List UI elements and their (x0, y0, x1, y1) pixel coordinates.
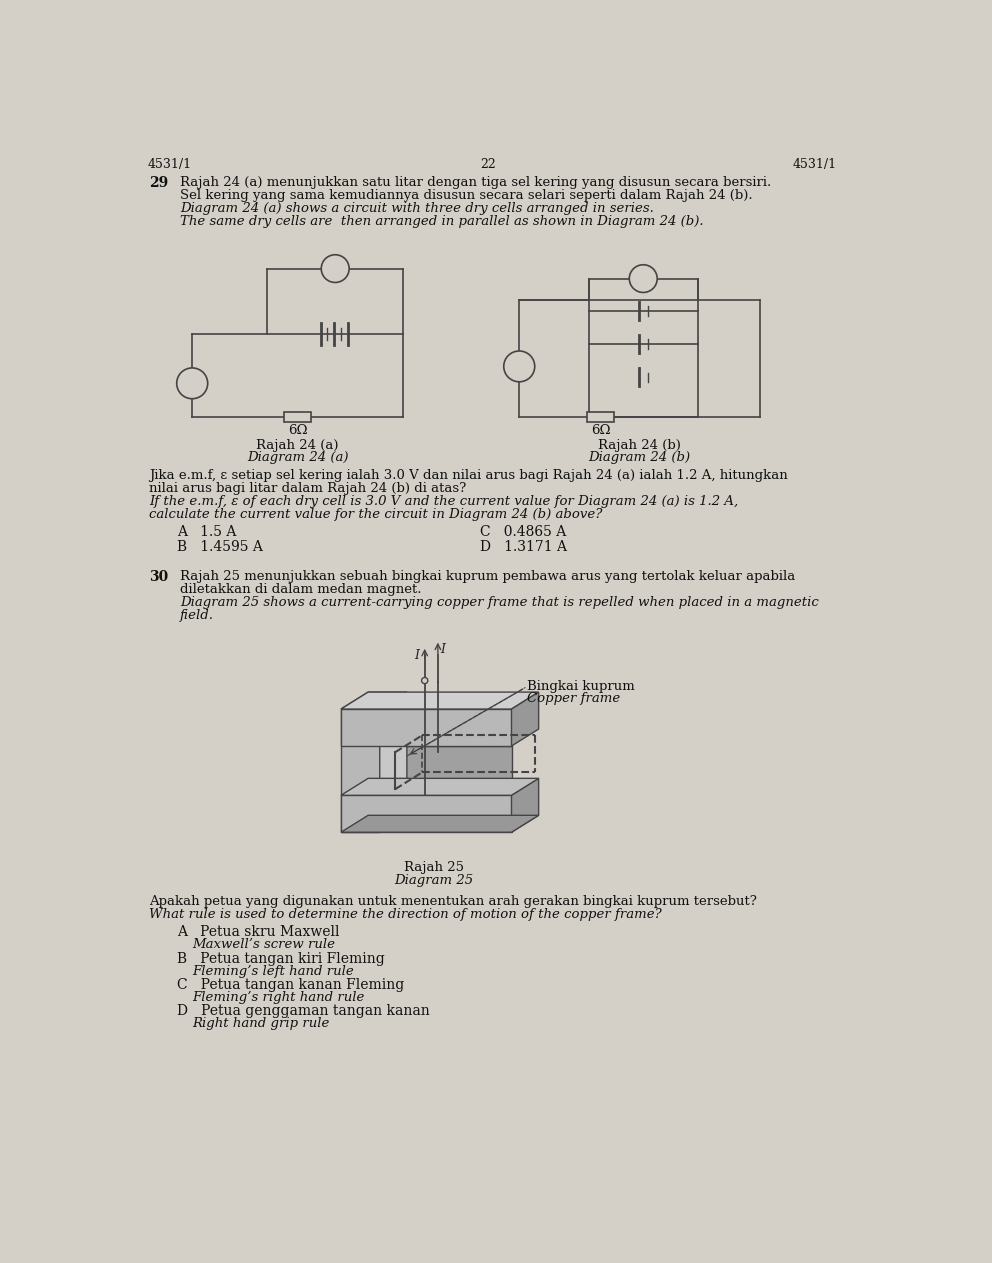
Text: 6Ω: 6Ω (591, 424, 610, 437)
Polygon shape (512, 778, 539, 832)
Polygon shape (341, 796, 512, 832)
Text: Right hand grip rule: Right hand grip rule (192, 1017, 329, 1031)
Text: A   1.5 A: A 1.5 A (177, 525, 236, 539)
Polygon shape (380, 692, 407, 832)
Text: Fleming’s left hand rule: Fleming’s left hand rule (192, 965, 354, 978)
Circle shape (177, 368, 207, 399)
Text: Diagram 25 shows a current-carrying copper frame that is repelled when placed in: Diagram 25 shows a current-carrying copp… (180, 596, 818, 609)
Circle shape (504, 351, 535, 381)
Text: B   1.4595 A: B 1.4595 A (177, 541, 263, 554)
Text: V: V (330, 263, 339, 275)
Text: diletakkan di dalam medan magnet.: diletakkan di dalam medan magnet. (180, 582, 422, 596)
Polygon shape (341, 692, 539, 709)
Polygon shape (380, 746, 512, 796)
Polygon shape (341, 709, 512, 746)
Circle shape (321, 255, 349, 283)
Polygon shape (341, 778, 539, 796)
Bar (587, 412, 614, 422)
Polygon shape (512, 692, 539, 746)
Text: calculate the current value for the circuit in Diagram 24 (b) above?: calculate the current value for the circ… (149, 508, 602, 522)
Text: 4531/1: 4531/1 (793, 158, 837, 171)
Text: A: A (515, 360, 524, 373)
Text: D   1.3171 A: D 1.3171 A (480, 541, 567, 554)
Text: Sel kering yang sama kemudiannya disusun secara selari seperti dalam Rajah 24 (b: Sel kering yang sama kemudiannya disusun… (180, 189, 752, 202)
Text: 4531/1: 4531/1 (147, 158, 191, 171)
Text: Jika e.m.f, ε setiap sel kering ialah 3.0 V dan nilai arus bagi Rajah 24 (a) ial: Jika e.m.f, ε setiap sel kering ialah 3.… (149, 469, 788, 481)
Text: Apakah petua yang digunakan untuk menentukan arah gerakan bingkai kuprum tersebu: Apakah petua yang digunakan untuk menent… (149, 895, 757, 908)
Text: C   Petua tangan kanan Fleming: C Petua tangan kanan Fleming (177, 978, 404, 991)
Text: Rajah 24 (a): Rajah 24 (a) (256, 438, 339, 452)
Text: If the e.m.f, ε of each dry cell is 3.0 V and the current value for Diagram 24 (: If the e.m.f, ε of each dry cell is 3.0 … (149, 495, 738, 508)
Text: V: V (639, 273, 648, 285)
Text: Fleming’s right hand rule: Fleming’s right hand rule (192, 991, 365, 1004)
Text: field.: field. (180, 609, 214, 621)
Text: 29: 29 (149, 177, 168, 191)
Circle shape (629, 265, 657, 293)
Text: A: A (187, 376, 197, 389)
Text: nilai arus bagi litar dalam Rajah 24 (b) di atas?: nilai arus bagi litar dalam Rajah 24 (b)… (149, 482, 466, 495)
Text: I: I (440, 643, 445, 655)
Text: Bingkai kuprum: Bingkai kuprum (527, 679, 635, 693)
Text: Rajah 24 (a) menunjukkan satu litar dengan tiga sel kering yang disusun secara b: Rajah 24 (a) menunjukkan satu litar deng… (180, 177, 771, 189)
Text: Diagram 24 (a): Diagram 24 (a) (247, 451, 348, 464)
Text: Rajah 24 (b): Rajah 24 (b) (598, 438, 681, 452)
Text: Diagram 24 (b): Diagram 24 (b) (588, 451, 690, 464)
Text: Diagram 24 (a) shows a circuit with three dry cells arranged in series.: Diagram 24 (a) shows a circuit with thre… (180, 202, 654, 216)
Text: B   Petua tangan kiri Fleming: B Petua tangan kiri Fleming (177, 951, 385, 966)
Text: What rule is used to determine the direction of motion of the copper frame?: What rule is used to determine the direc… (149, 908, 662, 922)
Text: Copper frame: Copper frame (527, 692, 620, 705)
Text: 30: 30 (149, 570, 168, 584)
Bar (284, 412, 311, 422)
Text: C   0.4865 A: C 0.4865 A (480, 525, 566, 539)
Polygon shape (341, 709, 380, 832)
Text: Diagram 25: Diagram 25 (395, 874, 473, 887)
Text: Maxwell’s screw rule: Maxwell’s screw rule (192, 938, 335, 951)
Text: I: I (414, 649, 419, 662)
Text: 6Ω: 6Ω (288, 424, 308, 437)
Text: The same dry cells are  then arranged in parallel as shown in Diagram 24 (b).: The same dry cells are then arranged in … (180, 216, 703, 229)
Polygon shape (341, 816, 539, 832)
Text: D   Petua genggaman tangan kanan: D Petua genggaman tangan kanan (177, 1004, 430, 1018)
Text: Rajah 25 menunjukkan sebuah bingkai kuprum pembawa arus yang tertolak keluar apa: Rajah 25 menunjukkan sebuah bingkai kupr… (180, 570, 795, 582)
Polygon shape (341, 692, 407, 709)
Text: 22: 22 (480, 158, 496, 171)
Text: Rajah 25: Rajah 25 (404, 861, 464, 874)
Text: A   Petua skru Maxwell: A Petua skru Maxwell (177, 926, 339, 940)
Circle shape (422, 677, 428, 683)
